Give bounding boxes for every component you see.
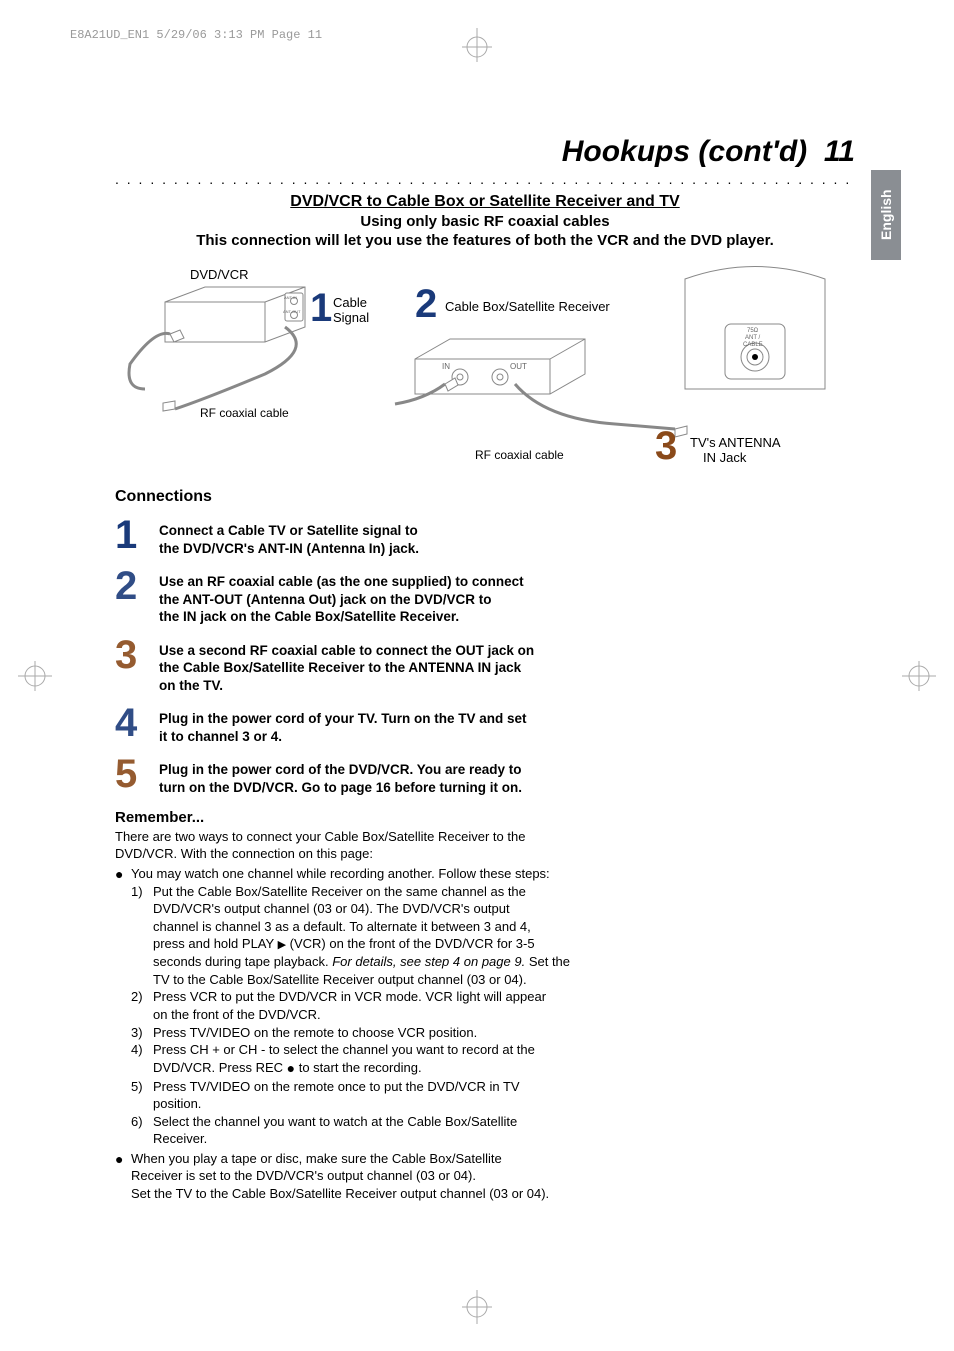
step-text-1: Connect a Cable TV or Satellite signal t… [159,518,419,557]
n1: 1) [131,883,153,989]
page-title: Hookups (cont'd) 11 [115,135,855,169]
step-number-4: 4 [115,706,159,740]
numitem-5: 5) Press TV/VIDEO on the remote once to … [131,1078,715,1113]
header-path: E8A21UD_EN1 5/29/06 3:13 PM Page 11 [70,28,322,42]
step-1: 1 Connect a Cable TV or Satellite signal… [115,518,855,557]
step-number-1: 1 [115,518,159,552]
play-icon: ▶ [278,938,286,953]
step-text-5: Plug in the power cord of the DVD/VCR. Y… [159,757,522,796]
page: E8A21UD_EN1 5/29/06 3:13 PM Page 11 Engl… [0,0,954,1351]
n2-body: Press VCR to put the DVD/VCR in VCR mode… [153,988,546,1023]
hookup-diagram: DVD/VCR ANT-IN ANT-OUT RF coaxial cable [115,259,855,469]
remember-bullet-2: ● When you play a tape or disc, make sur… [115,1150,715,1203]
step-text-3: Use a second RF coaxial cable to connect… [159,638,534,695]
tv-port-c: CABLE [743,342,763,348]
numbered-list: 1) Put the Cable Box/Satellite Receiver … [115,883,715,1148]
content: Hookups (cont'd) 11 . . . . . . . . . . … [115,135,855,1202]
rf-cable-a: RF coaxial cable [200,406,289,420]
one-label-a: Cable [333,295,367,310]
n2: 2) [131,988,153,1023]
remember-title: Remember... [115,809,855,826]
remember-intro-a: There are two ways to connect your Cable… [115,828,715,846]
connections-title: Connections [115,488,855,506]
tv-port-b: ANT / [745,335,761,341]
step-4: 4 Plug in the power cord of your TV. Tur… [115,706,855,745]
step-text-4: Plug in the power cord of your TV. Turn … [159,706,527,745]
section-sub2: This connection will let you use the fea… [115,232,855,249]
one-label-b: Signal [333,310,369,325]
three-label-b: IN Jack [703,450,747,465]
title-text: Hookups (cont'd) [562,135,807,168]
bullet1-text: You may watch one channel while recordin… [131,865,715,883]
step-number-2: 2 [115,569,159,603]
language-tab: English [871,170,901,260]
step-2: 2 Use an RF coaxial cable (as the one su… [115,569,855,626]
svg-text:ANT-OUT: ANT-OUT [283,309,301,314]
in-label: IN [442,362,450,371]
n3: 3) [131,1024,153,1042]
n5-body: Press TV/VIDEO on the remote once to put… [153,1078,520,1113]
n4: 4) [131,1041,153,1077]
rf-cable-b: RF coaxial cable [475,448,564,462]
dvdvcr-label: DVD/VCR [190,267,249,282]
step-text-2: Use an RF coaxial cable (as the one supp… [159,569,524,626]
diagram-three: 3 [655,424,677,468]
numitem-2: 2) Press VCR to put the DVD/VCR in VCR m… [131,988,715,1023]
numitem-1: 1) Put the Cable Box/Satellite Receiver … [131,883,715,989]
diagram-one: 1 [310,286,332,330]
three-label-a: TV's ANTENNA [690,435,781,450]
step-number-5: 5 [115,757,159,791]
step-3: 3 Use a second RF coaxial cable to conne… [115,638,855,695]
page-number: 11 [824,135,855,168]
section-header: DVD/VCR to Cable Box or Satellite Receiv… [115,193,855,211]
tv-port-a: 75Ω [747,328,759,334]
section-main: DVD/VCR to Cable Box or Satellite Receiv… [290,193,679,210]
bullet-icon-2: ● [115,1150,131,1203]
separator-dots: . . . . . . . . . . . . . . . . . . . . … [115,171,855,187]
numitem-4: 4) Press CH + or CH - to select the chan… [131,1041,715,1077]
svg-text:ANT-IN: ANT-IN [284,295,297,300]
out-label: OUT [510,362,527,371]
numitem-3: 3) Press TV/VIDEO on the remote to choos… [131,1024,715,1042]
numitem-6: 6) Select the channel you want to watch … [131,1113,715,1148]
diagram-two: 2 [415,282,437,326]
record-icon: ● [287,1059,295,1078]
step-5: 5 Plug in the power cord of the DVD/VCR.… [115,757,855,796]
bullet2-body: When you play a tape or disc, make sure … [131,1150,715,1203]
n6: 6) [131,1113,153,1148]
n3-body: Press TV/VIDEO on the remote to choose V… [153,1024,477,1042]
two-label: Cable Box/Satellite Receiver [445,299,610,314]
remember-bullet-1: ● You may watch one channel while record… [115,865,715,883]
section-sub1: Using only basic RF coaxial cables [115,213,855,230]
n4-body: Press CH + or CH - to select the channel… [153,1041,535,1077]
step-number-3: 3 [115,638,159,672]
bullet-icon: ● [115,865,131,883]
n5: 5) [131,1078,153,1113]
n1-body: Put the Cable Box/Satellite Receiver on … [153,883,570,989]
remember-intro-b: DVD/VCR. With the connection on this pag… [115,845,715,863]
n6-body: Select the channel you want to watch at … [153,1113,517,1148]
remember-body: There are two ways to connect your Cable… [115,828,715,1203]
